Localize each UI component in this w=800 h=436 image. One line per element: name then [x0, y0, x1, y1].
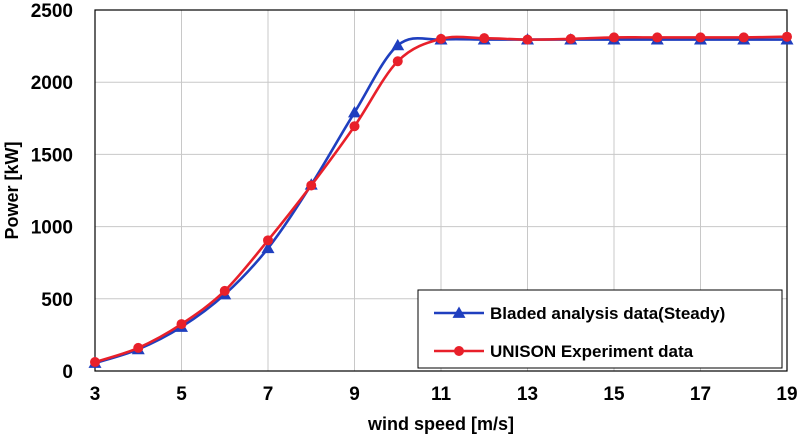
circle-marker	[263, 235, 273, 246]
circle-marker	[782, 31, 792, 42]
circle-marker	[695, 32, 706, 43]
circle-marker	[392, 56, 403, 67]
circle-marker	[90, 357, 100, 368]
legend-triangle-marker	[452, 306, 466, 318]
x-tick-label: 17	[690, 384, 711, 405]
y-tick-label: 2000	[31, 73, 73, 94]
circle-marker	[133, 342, 144, 353]
circle-marker	[609, 32, 619, 43]
x-tick-label: 7	[263, 384, 274, 405]
plot-area-frame	[94, 9, 788, 372]
series-2	[90, 31, 792, 368]
legend-item: UNISON Experiment data	[434, 342, 694, 361]
y-tick-label: 0	[62, 362, 73, 383]
x-tick-label: 9	[349, 384, 360, 405]
circle-marker	[565, 33, 576, 44]
series-line	[94, 35, 788, 364]
circle-marker	[306, 180, 317, 191]
legend-item: Bladed analysis data(Steady)	[434, 304, 725, 323]
x-axis-title: wind speed [m/s]	[367, 414, 514, 434]
triangle-marker	[261, 241, 275, 254]
legend-box	[417, 289, 783, 369]
triangle-marker	[348, 106, 361, 118]
triangle-marker	[391, 38, 405, 51]
y-tick-label: 500	[41, 290, 73, 311]
y-tick-label: 1500	[31, 145, 73, 166]
x-tick-label: 3	[90, 384, 101, 405]
circle-marker	[219, 285, 230, 296]
circle-marker	[349, 121, 360, 132]
x-tick-label: 5	[176, 384, 187, 405]
y-axis-title: Power [kW]	[2, 141, 22, 239]
legend-circle-marker	[454, 346, 464, 356]
x-tick-label: 11	[431, 384, 452, 405]
x-axis-tick-labels: 3 5 7 9 11 13 15 17 19	[90, 384, 798, 405]
legend-label: UNISON Experiment data	[490, 342, 694, 361]
circle-marker	[176, 319, 187, 330]
x-tick-label: 19	[776, 384, 797, 405]
circle-marker	[479, 33, 490, 44]
legend-label: Bladed analysis data(Steady)	[490, 304, 725, 323]
x-tick-label: 13	[517, 384, 538, 405]
circle-marker	[738, 32, 749, 43]
x-tick-label: 15	[603, 384, 625, 405]
y-tick-label: 1000	[31, 218, 73, 239]
series-line	[94, 36, 787, 365]
circle-marker	[522, 34, 533, 45]
circle-marker	[652, 32, 663, 43]
y-tick-label: 2500	[31, 1, 73, 22]
legend: Bladed analysis data(Steady) UNISON Exper…	[417, 289, 783, 369]
circle-marker	[436, 33, 446, 44]
y-axis-tick-labels: 0 500 1000 1500 2000 2500	[31, 1, 73, 383]
series-layer	[88, 31, 794, 368]
